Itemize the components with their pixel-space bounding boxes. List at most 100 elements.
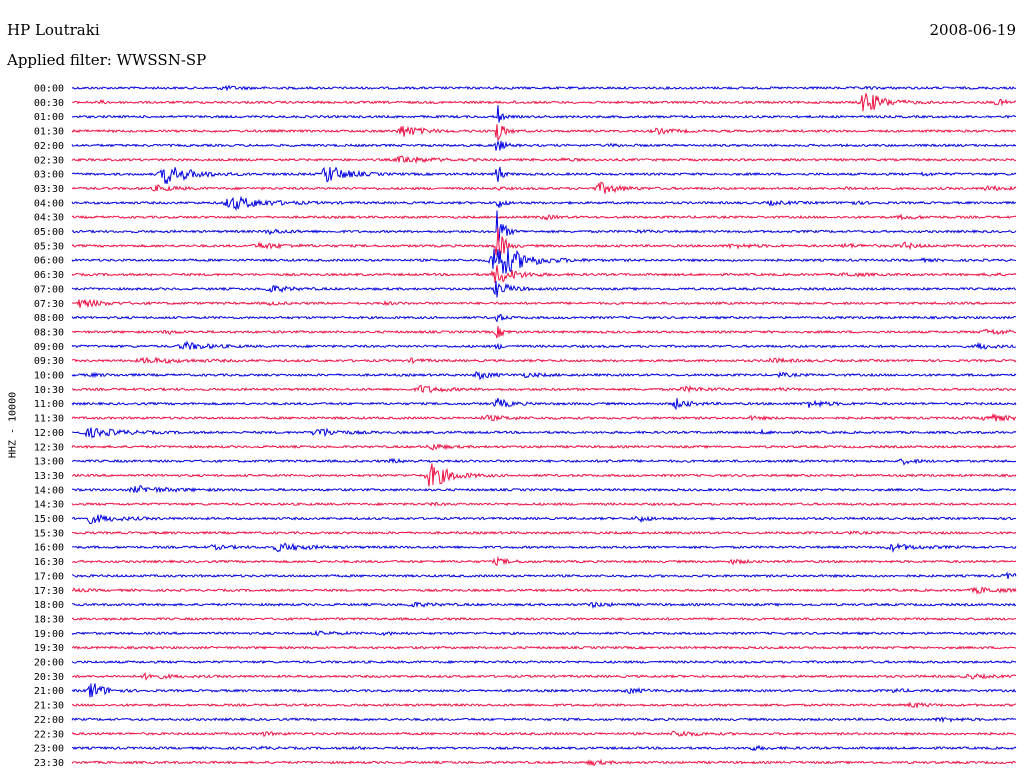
trace-0730 bbox=[71, 298, 1017, 308]
trace-1300 bbox=[71, 457, 1017, 466]
trace-1830 bbox=[71, 616, 1017, 622]
trace-0430 bbox=[71, 213, 1017, 221]
time-tick-label: 23:00 bbox=[34, 744, 64, 755]
trace-0130 bbox=[71, 124, 1017, 142]
time-tick-label: 02:00 bbox=[34, 141, 64, 152]
time-tick-label: 17:30 bbox=[34, 586, 64, 597]
trace-0300 bbox=[71, 166, 1017, 185]
trace-0600 bbox=[71, 248, 1017, 274]
time-tick-label: 18:00 bbox=[34, 600, 64, 611]
trace-0530 bbox=[71, 227, 1017, 258]
trace-0200 bbox=[71, 139, 1017, 151]
time-tick-label: 23:30 bbox=[34, 758, 64, 769]
trace-2300 bbox=[71, 744, 1017, 752]
time-tick-label: 20:00 bbox=[34, 658, 64, 669]
trace-1730 bbox=[71, 586, 1017, 595]
trace-2230 bbox=[71, 730, 1017, 738]
time-tick-label: 16:00 bbox=[34, 543, 64, 554]
trace-0400 bbox=[71, 195, 1017, 212]
trace-0830 bbox=[71, 326, 1017, 339]
trace-2330 bbox=[71, 758, 1017, 767]
time-tick-label: 06:00 bbox=[34, 256, 64, 267]
trace-1000 bbox=[71, 371, 1017, 381]
trace-0930 bbox=[71, 356, 1017, 365]
trace-1900 bbox=[71, 629, 1017, 637]
trace-1800 bbox=[71, 601, 1017, 609]
time-tick-label: 20:30 bbox=[34, 672, 64, 683]
trace-1600 bbox=[72, 542, 1017, 553]
time-tick-label: 17:00 bbox=[34, 571, 64, 582]
time-tick-label: 03:30 bbox=[34, 184, 64, 195]
trace-2000 bbox=[71, 659, 1017, 665]
time-tick-label: 05:30 bbox=[34, 241, 64, 252]
trace-0900 bbox=[71, 340, 1017, 350]
trace-0630 bbox=[71, 264, 1017, 284]
time-tick-label: 13:30 bbox=[34, 471, 64, 482]
trace-1230 bbox=[71, 443, 1017, 451]
time-tick-label: 07:00 bbox=[34, 284, 64, 295]
trace-2130 bbox=[71, 701, 1017, 709]
trace-1330 bbox=[71, 463, 1017, 487]
time-tick-label: 05:00 bbox=[34, 227, 64, 238]
trace-1500 bbox=[71, 513, 1017, 525]
trace-0330 bbox=[71, 181, 1017, 194]
time-tick-label: 18:30 bbox=[34, 614, 64, 625]
trace-1930 bbox=[71, 645, 1017, 650]
trace-2030 bbox=[71, 672, 1017, 681]
trace-0000 bbox=[71, 84, 1017, 92]
time-tick-label: 00:30 bbox=[34, 98, 64, 109]
station-name: HP Loutraki bbox=[7, 21, 100, 39]
time-tick-label: 00:00 bbox=[34, 84, 64, 95]
time-tick-label: 10:30 bbox=[34, 385, 64, 396]
y-axis-label: HHZ - 10000 bbox=[7, 391, 19, 459]
time-tick-label: 16:30 bbox=[34, 557, 64, 568]
time-tick-label: 11:00 bbox=[34, 399, 64, 410]
trace-0100 bbox=[71, 105, 1017, 123]
time-tick-label: 15:30 bbox=[34, 528, 64, 539]
time-tick-label: 02:30 bbox=[34, 155, 64, 166]
time-tick-label: 01:00 bbox=[34, 112, 64, 123]
time-tick-label: 09:30 bbox=[34, 356, 64, 367]
trace-1200 bbox=[71, 427, 1017, 439]
time-tick-label: 09:00 bbox=[34, 342, 64, 353]
time-tick-label: 19:00 bbox=[34, 629, 64, 640]
applied-filter: Applied filter: WWSSN-SP bbox=[7, 51, 207, 69]
time-tick-label: 15:00 bbox=[34, 514, 64, 525]
time-tick-label: 04:00 bbox=[34, 198, 64, 209]
trace-1700 bbox=[71, 571, 1017, 580]
trace-0030 bbox=[71, 93, 1017, 112]
time-tick-label: 12:00 bbox=[34, 428, 64, 439]
time-tick-label: 10:00 bbox=[34, 371, 64, 382]
trace-1530 bbox=[71, 530, 1017, 536]
trace-2200 bbox=[71, 716, 1017, 724]
time-tick-label: 08:30 bbox=[34, 327, 64, 338]
time-tick-label: 03:00 bbox=[34, 170, 64, 181]
trace-group bbox=[71, 84, 1017, 767]
time-tick-label: 13:00 bbox=[34, 457, 64, 468]
time-tick-label: 07:30 bbox=[34, 299, 64, 310]
time-tick-label: 14:00 bbox=[34, 485, 64, 496]
time-tick-label: 22:30 bbox=[34, 729, 64, 740]
time-tick-label: 14:30 bbox=[34, 500, 64, 511]
trace-0500 bbox=[71, 210, 1017, 242]
trace-1430 bbox=[71, 501, 1017, 507]
trace-1130 bbox=[71, 412, 1017, 422]
record-date: 2008-06-19 bbox=[929, 21, 1016, 39]
trace-1100 bbox=[71, 397, 1017, 411]
time-tick-label: 21:30 bbox=[34, 701, 64, 712]
time-tick-label: 06:30 bbox=[34, 270, 64, 281]
time-tick-label: 21:00 bbox=[34, 686, 64, 697]
trace-0230 bbox=[71, 155, 1017, 165]
trace-1030 bbox=[71, 384, 1017, 394]
trace-1400 bbox=[71, 485, 1017, 494]
time-tick-label: 12:30 bbox=[34, 442, 64, 453]
trace-0700 bbox=[71, 280, 1017, 298]
trace-2100 bbox=[71, 683, 1017, 698]
time-tick-label: 08:00 bbox=[34, 313, 64, 324]
trace-1630 bbox=[71, 555, 1017, 567]
time-tick-labels: 00:00 00:30 01:00 01:30 02:00 02:30 03:00 03:30… bbox=[34, 84, 64, 769]
time-tick-label: 04:30 bbox=[34, 213, 64, 224]
time-tick-label: 01:30 bbox=[34, 127, 64, 138]
time-tick-label: 19:30 bbox=[34, 643, 64, 654]
